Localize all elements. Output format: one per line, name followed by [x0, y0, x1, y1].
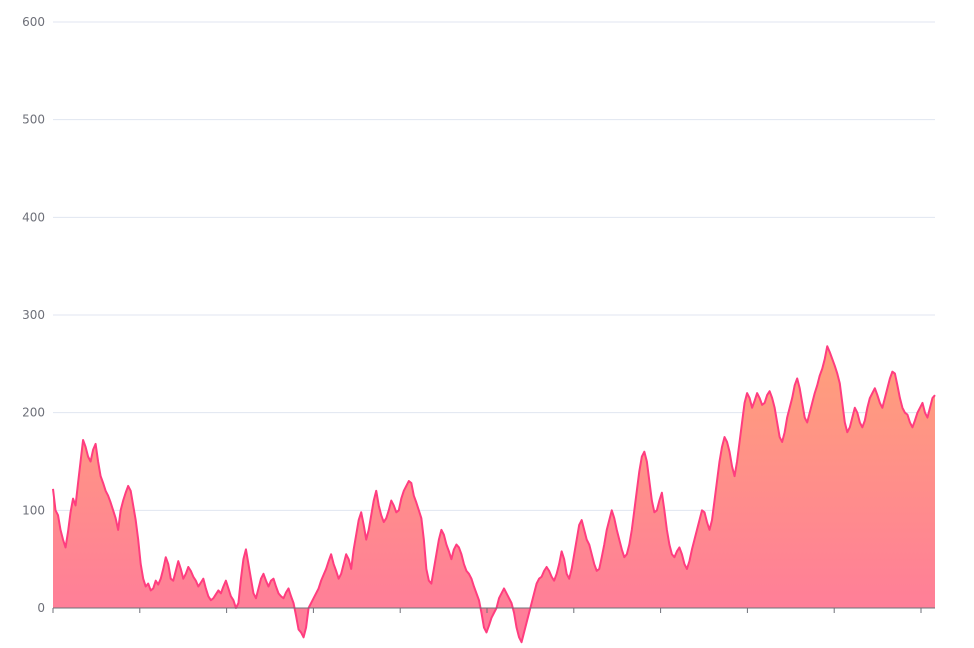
y-tick-label: 0: [37, 601, 45, 615]
y-axis-labels: 0 100 200 300 400 500 600: [22, 15, 45, 615]
series-layer: [52, 345, 936, 644]
y-tick-label: 500: [22, 113, 45, 127]
y-tick-label: 600: [22, 15, 45, 29]
y-tick-label: 300: [22, 308, 45, 322]
series-line: [52, 345, 936, 644]
y-tick-label: 400: [22, 210, 45, 224]
series-area: [53, 346, 935, 643]
x-axis: [52, 607, 935, 613]
y-tick-label: 200: [22, 406, 45, 420]
y-tick-label: 100: [22, 503, 45, 517]
